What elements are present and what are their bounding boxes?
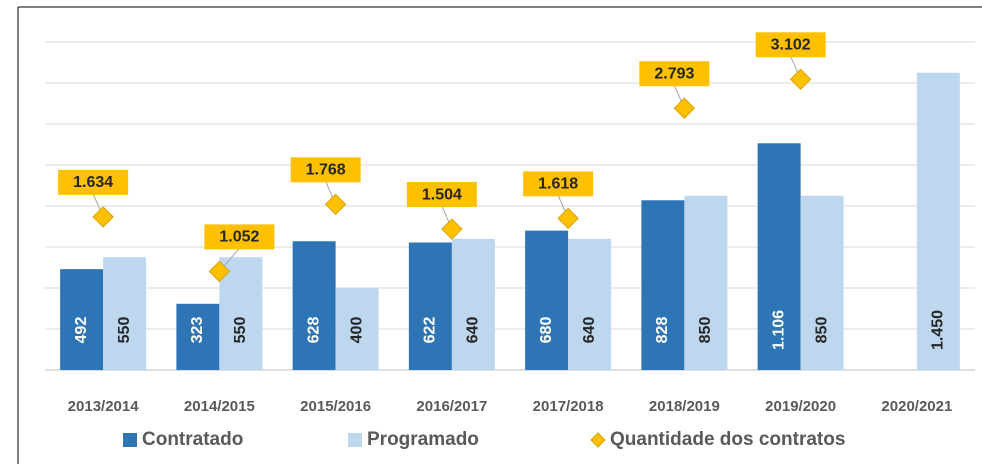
bar	[800, 195, 844, 370]
x-tick-label: 2014/2015	[184, 398, 255, 415]
bar-value-label: 550	[232, 317, 249, 344]
bar	[684, 195, 728, 370]
point-value-label: 1.618	[538, 176, 578, 193]
legend-marker	[348, 433, 362, 447]
label-box	[755, 32, 826, 58]
x-tick-label: 2016/2017	[416, 398, 487, 415]
point-value-label: 1.504	[422, 186, 462, 203]
legend-marker	[590, 432, 606, 448]
bar	[757, 143, 801, 370]
diamond-marker	[324, 193, 347, 216]
x-tick-label: 2018/2019	[649, 398, 720, 415]
diamond-marker	[92, 206, 114, 228]
bar	[335, 288, 379, 370]
bar	[916, 72, 960, 370]
bar-value-label: 323	[189, 317, 206, 344]
bar	[292, 241, 336, 370]
bar-value-label: 400	[348, 317, 365, 344]
label-box	[523, 171, 594, 197]
legend-label: Contratado	[142, 429, 243, 450]
bar	[451, 238, 495, 370]
point-value-label: 3.102	[771, 37, 811, 54]
diamond-marker	[441, 218, 463, 240]
bar	[568, 238, 612, 370]
diamond-marker	[208, 260, 231, 283]
diamond-marker	[557, 207, 579, 230]
legend-label: Programado	[367, 429, 479, 450]
bar	[525, 230, 569, 370]
label-box	[406, 182, 477, 208]
bar-value-label: 1.450	[930, 310, 947, 350]
diamond-marker	[789, 68, 812, 91]
bar-value-label: 492	[73, 317, 90, 344]
bar-value-label: 628	[305, 317, 322, 344]
bar-value-label: 640	[581, 317, 598, 344]
point-value-label: 1.768	[306, 162, 346, 179]
bar	[103, 257, 147, 370]
bar-value-label: 850	[697, 317, 714, 344]
x-tick-label: 2020/2021	[881, 398, 952, 415]
bar-value-label: 622	[422, 317, 439, 344]
bar-value-label: 680	[538, 317, 555, 344]
bar	[60, 269, 104, 370]
bar	[641, 200, 685, 370]
label-box	[639, 61, 710, 87]
label-box	[290, 157, 361, 183]
bar-value-label: 850	[813, 317, 830, 344]
x-tick-label: 2017/2018	[533, 398, 604, 415]
bar-value-label: 828	[654, 317, 671, 344]
bar-value-label: 550	[116, 317, 133, 344]
point-value-label: 1.634	[73, 174, 113, 191]
point-value-label: 1.052	[219, 229, 259, 246]
diamond-marker	[673, 97, 696, 119]
bar	[219, 257, 263, 370]
legend-marker	[123, 433, 137, 447]
label-box	[204, 224, 275, 250]
bar-value-label: 1.106	[770, 310, 787, 350]
point-value-label: 2.793	[654, 65, 694, 82]
bar	[408, 242, 452, 370]
x-tick-label: 2019/2020	[765, 398, 836, 415]
x-tick-label: 2015/2016	[300, 398, 371, 415]
label-box	[58, 169, 129, 195]
x-tick-label: 2013/2014	[68, 398, 140, 415]
legend-label: Quantidade dos contratos	[610, 429, 845, 450]
bar	[176, 303, 220, 370]
bar-value-label: 640	[465, 317, 482, 344]
